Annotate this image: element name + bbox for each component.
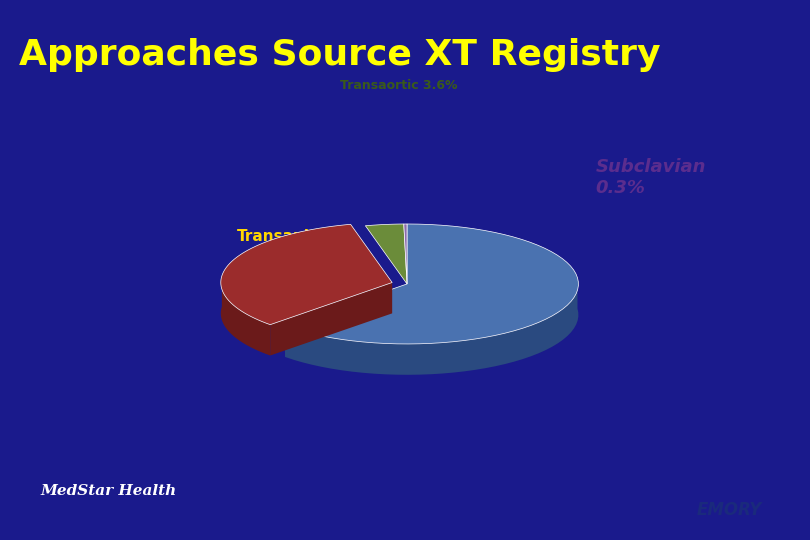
Text: Approaches Source XT Registry: Approaches Source XT Registry [19, 38, 661, 72]
Text: Subclavian
0.3%: Subclavian 0.3% [595, 158, 706, 197]
Polygon shape [365, 224, 407, 284]
Polygon shape [271, 282, 392, 355]
Text: MedStar Health: MedStar Health [40, 484, 177, 498]
Text: EMORY: EMORY [697, 501, 761, 519]
Text: Transfemoral
62.6%: Transfemoral 62.6% [423, 268, 535, 300]
Text: Transaortic 3.6%: Transaortic 3.6% [339, 79, 457, 92]
Text: Transapical
33.5%: Transapical 33.5% [237, 228, 335, 261]
Polygon shape [404, 224, 407, 284]
Polygon shape [221, 224, 392, 325]
Polygon shape [285, 284, 407, 357]
Polygon shape [285, 224, 578, 344]
Polygon shape [221, 276, 271, 355]
Polygon shape [285, 278, 578, 375]
